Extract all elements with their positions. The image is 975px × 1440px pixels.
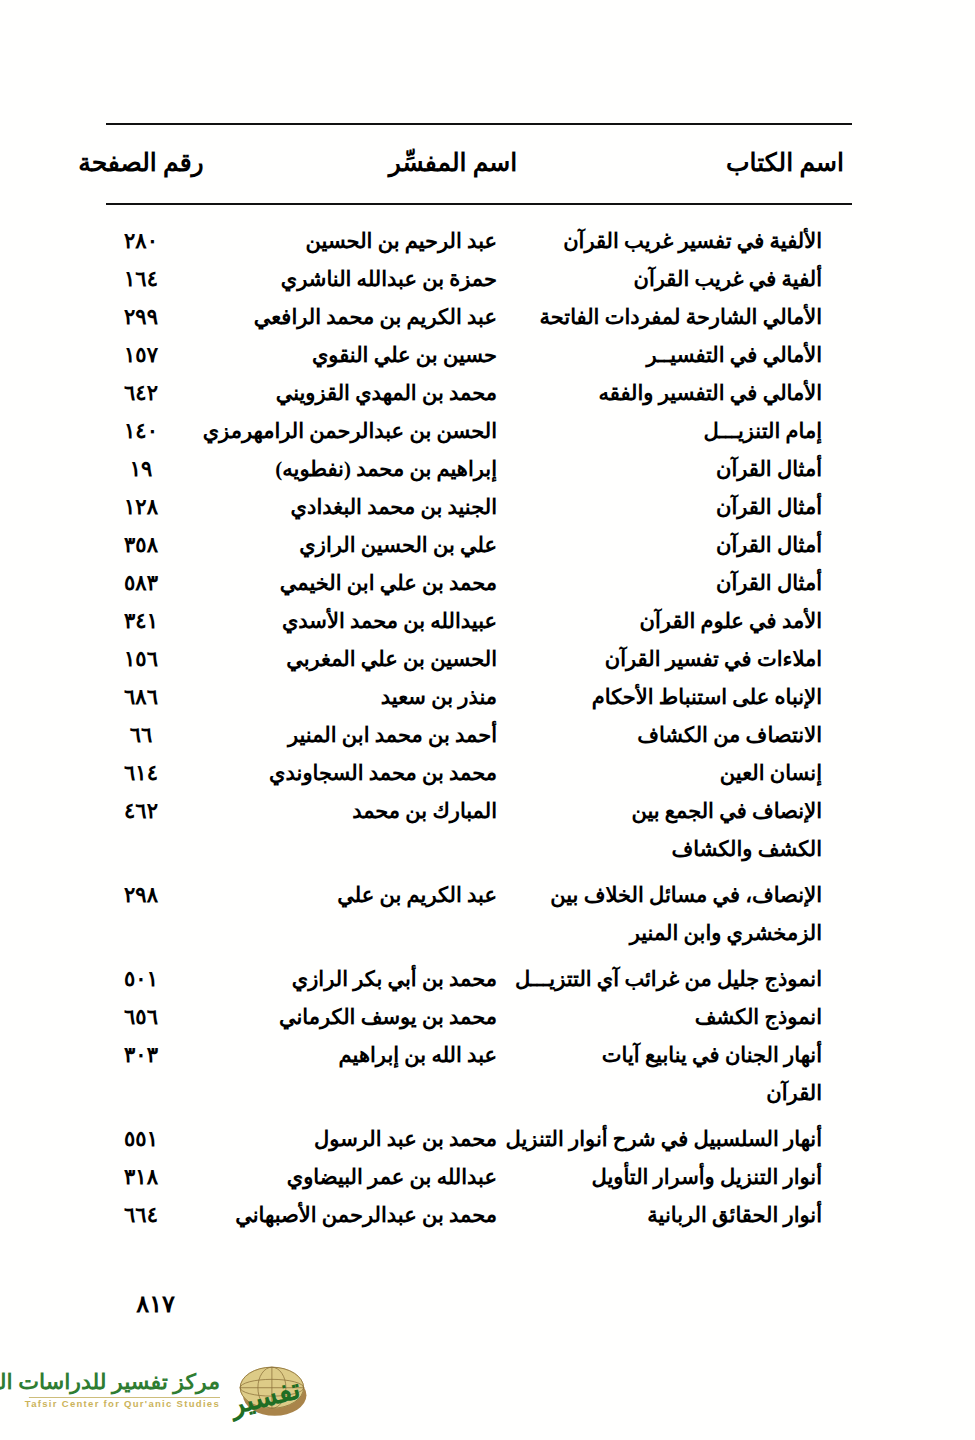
svg-text:تفسير: تفسير: [230, 1373, 304, 1423]
